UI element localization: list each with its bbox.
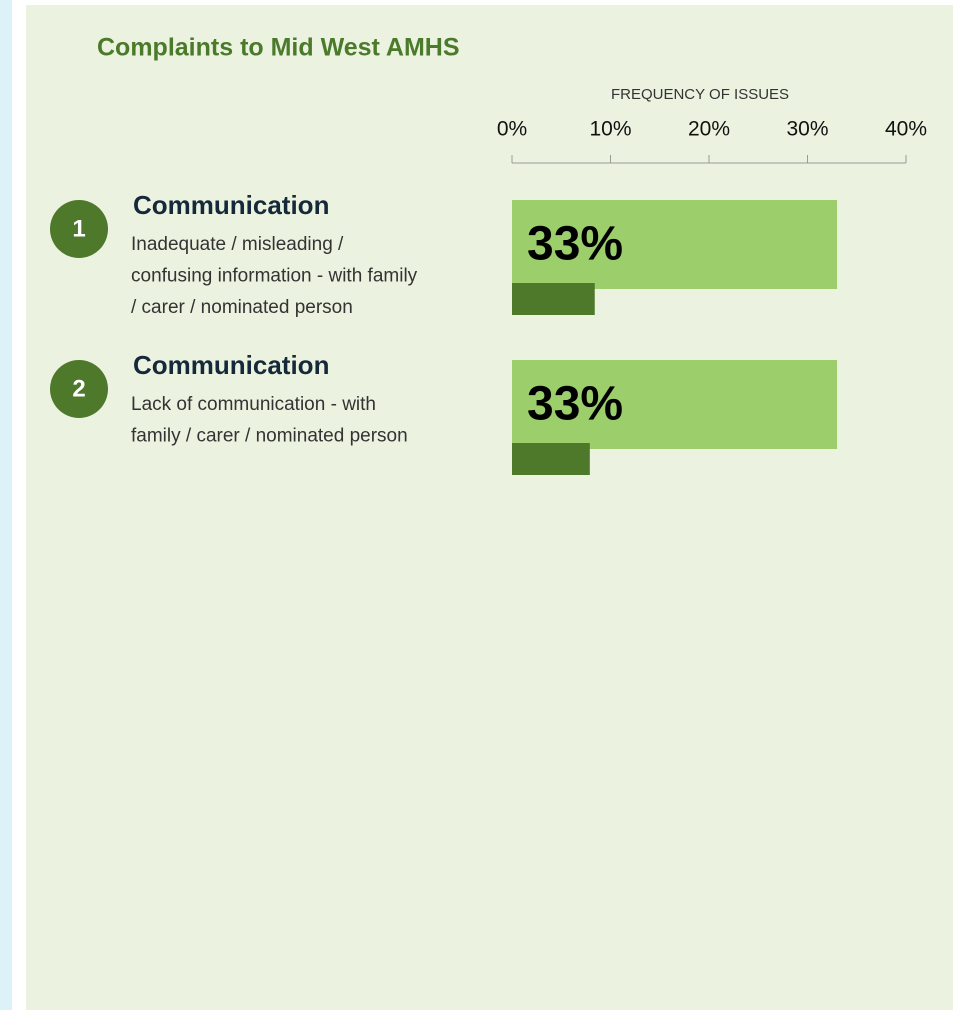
category-description: Inadequate / misleading / [131, 234, 344, 255]
category-title: Communication [133, 190, 329, 220]
side-strip [0, 0, 12, 1010]
chart-title: Complaints to Mid West AMHS [97, 34, 460, 62]
x-tick-label: 30% [786, 118, 828, 141]
bar-secondary [512, 283, 595, 315]
rank-number: 1 [72, 215, 85, 242]
x-tick-label: 10% [589, 118, 631, 141]
x-tick-label: 20% [688, 118, 730, 141]
bar [512, 360, 838, 449]
category-description: confusing information - with family [131, 266, 418, 287]
bar [512, 200, 838, 289]
rank-number: 2 [72, 375, 85, 402]
category-description: Lack of communication - with [131, 394, 376, 415]
x-tick-label: 40% [885, 118, 927, 141]
value-label: 33% [527, 218, 623, 271]
rank-badge [50, 200, 108, 258]
bar-secondary [512, 443, 590, 475]
category-description: family / carer / nominated person [131, 426, 408, 447]
rank-badge [50, 360, 108, 418]
category-description: / carer / nominated person [131, 297, 353, 318]
axis-label: FREQUENCY OF ISSUES [611, 86, 789, 103]
category-title: Communication [133, 350, 329, 380]
value-label: 33% [527, 378, 623, 431]
panel [26, 5, 953, 1010]
x-tick-label: 0% [497, 118, 527, 141]
